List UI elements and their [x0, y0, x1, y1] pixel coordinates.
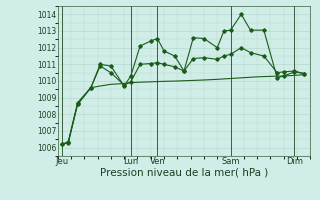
X-axis label: Pression niveau de la mer( hPa ): Pression niveau de la mer( hPa ) [100, 168, 268, 178]
